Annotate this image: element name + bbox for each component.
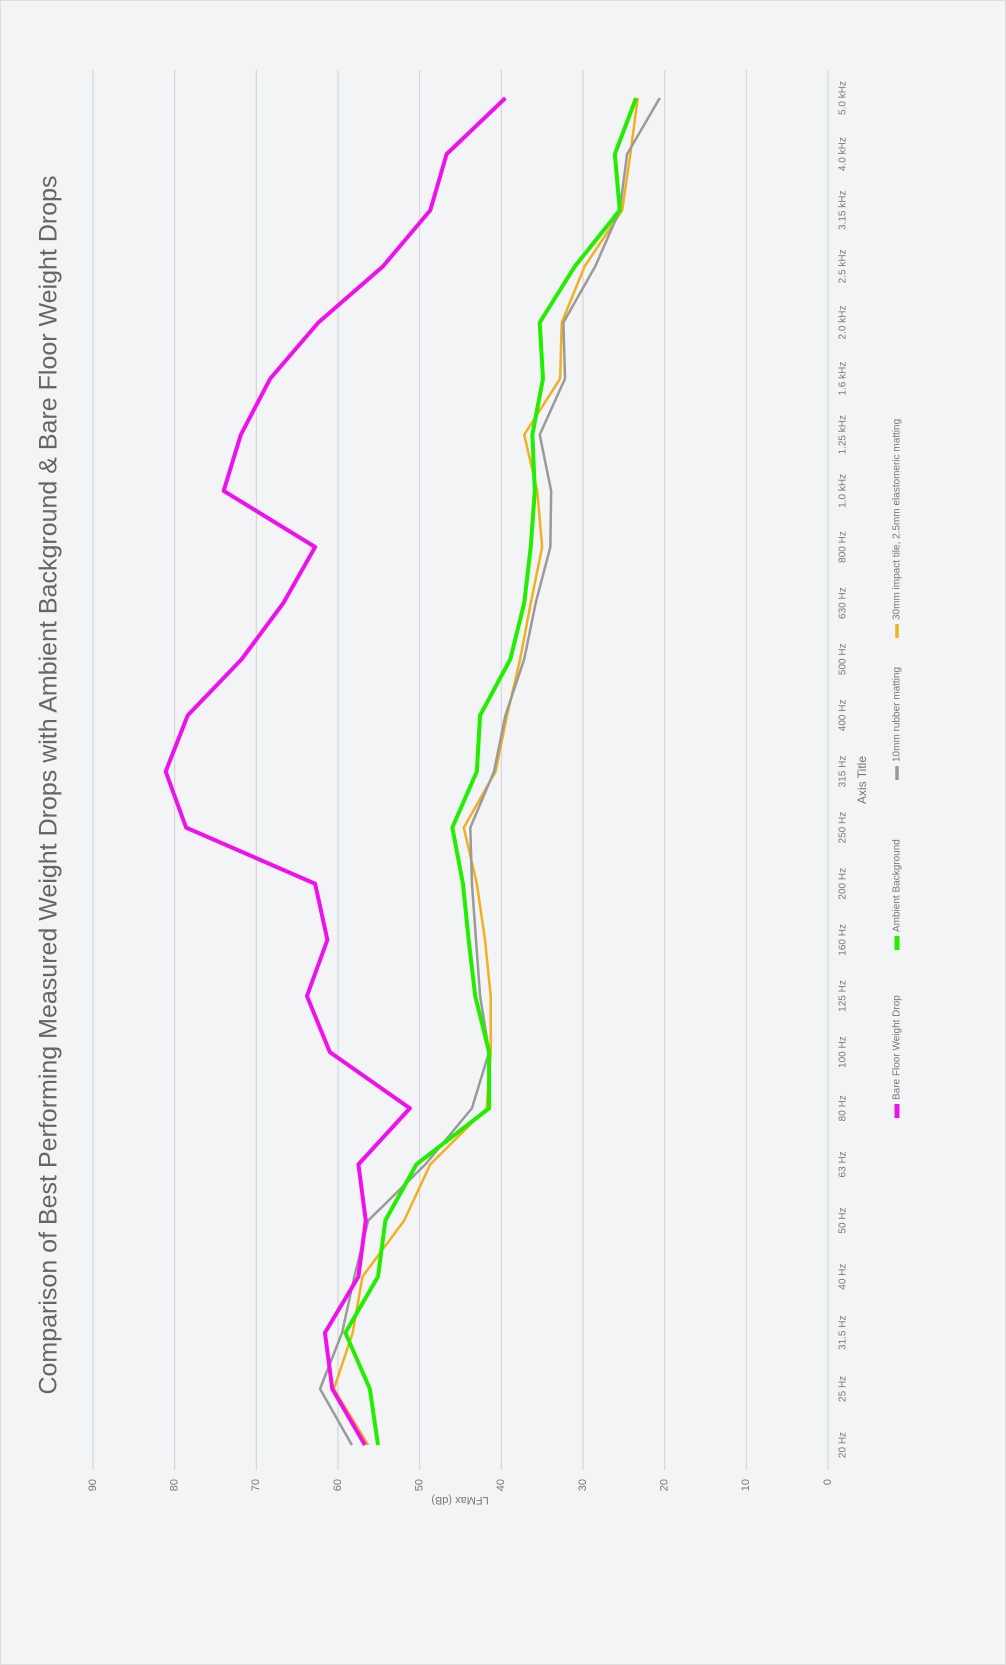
x-tick-label: 4.0 kHz — [838, 137, 849, 171]
y-tick-label: 30 — [577, 1479, 589, 1491]
y-axis-title: LFMax (dB) — [431, 1494, 488, 1506]
x-tick-label: 2.0 kHz — [838, 306, 849, 340]
y-tick-label: 0 — [822, 1479, 834, 1485]
x-tick-label: 1.6 kHz — [838, 362, 849, 396]
x-tick-label: 1.25 kHz — [838, 415, 849, 454]
x-tick-label: 630 Hz — [838, 587, 849, 619]
y-tick-label: 90 — [87, 1479, 99, 1491]
series-line — [318, 97, 661, 1446]
x-tick-label: 2.5 kHz — [838, 249, 849, 283]
x-tick-label: 80 Hz — [838, 1095, 849, 1121]
x-tick-label: 200 Hz — [838, 868, 849, 900]
x-axis-title: Axis Title — [855, 756, 869, 804]
legend-label: Ambient Background — [892, 839, 903, 932]
y-tick-label: 60 — [332, 1479, 344, 1491]
x-tick-label: 100 Hz — [838, 1036, 849, 1068]
y-tick-label: 10 — [740, 1479, 752, 1491]
y-tick-label: 80 — [169, 1479, 181, 1491]
x-tick-label: 50 Hz — [838, 1207, 849, 1233]
x-tick-label: 160 Hz — [838, 924, 849, 956]
x-tick-label: 250 Hz — [838, 812, 849, 844]
y-tick-label: 20 — [659, 1479, 671, 1491]
x-tick-label: 31.5 Hz — [838, 1316, 849, 1350]
x-tick-label: 500 Hz — [838, 643, 849, 675]
legend-label: Bare Floor Weight Drop — [892, 995, 903, 1100]
x-tick-label: 1.0 kHz — [838, 474, 849, 508]
x-tick-label: 3.15 kHz — [838, 191, 849, 230]
x-tick-label: 400 Hz — [838, 700, 849, 732]
y-tick-label: 40 — [495, 1479, 507, 1491]
legend-label: 30mm impact tile, 2.5mm elastomeric matt… — [892, 419, 903, 620]
x-tick-label: 63 Hz — [838, 1151, 849, 1177]
y-tick-label: 70 — [250, 1479, 262, 1491]
series-line — [343, 97, 638, 1446]
x-tick-label: 40 Hz — [838, 1264, 849, 1290]
rotated-chart: Comparison of Best Performing Measured W… — [35, 70, 903, 1506]
legend-label: 10mm rubber matting — [892, 667, 903, 762]
chart-title: Comparison of Best Performing Measured W… — [35, 175, 63, 1394]
series-line — [332, 97, 639, 1446]
x-tick-label: 5.0 kHz — [838, 81, 849, 115]
series-line — [163, 96, 507, 1447]
y-tick-label: 50 — [414, 1479, 426, 1491]
x-tick-label: 315 Hz — [838, 756, 849, 788]
x-tick-label: 800 Hz — [838, 531, 849, 563]
x-tick-label: 20 Hz — [838, 1432, 849, 1458]
x-tick-label: 25 Hz — [838, 1376, 849, 1402]
x-tick-label: 125 Hz — [838, 980, 849, 1012]
